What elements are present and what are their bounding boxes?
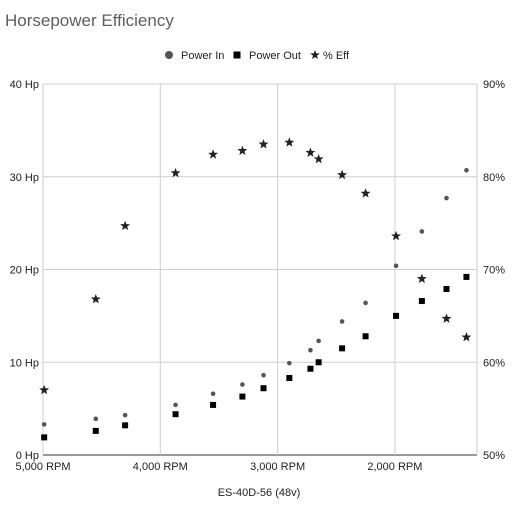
power-in-point [419, 229, 425, 234]
power-in-point [444, 195, 449, 201]
eff-point [313, 153, 324, 164]
power-out-point [362, 333, 369, 340]
power-in-point [316, 338, 321, 344]
power-out-point [463, 273, 470, 280]
power-in-point [287, 360, 292, 366]
left-tick-label: 30 Hp [10, 172, 39, 184]
power-in-point [339, 319, 345, 324]
right-tick-label: 50% [483, 450, 505, 462]
left-axis-ticks: 0 Hp 10 Hp 20 Hp 30 Hp 40 Hp [10, 79, 39, 462]
power-out-point [122, 422, 129, 429]
right-tick-label: 60% [483, 357, 505, 369]
eff-point [461, 332, 472, 342]
legend-marker [165, 51, 173, 59]
right-tick-label: 90% [483, 79, 505, 91]
power-out-point [172, 411, 179, 418]
power-in-point [173, 402, 178, 408]
legend-label: % Eff [323, 50, 350, 62]
x-tick-label: 4,000 RPM [133, 461, 188, 473]
power-in-point [308, 347, 313, 353]
eff-point [305, 147, 316, 157]
data-marks [39, 137, 472, 441]
legend-label: Power Out [249, 50, 301, 62]
series-square [41, 273, 470, 441]
series-star [39, 137, 472, 395]
power-in-point [93, 416, 99, 422]
left-tick-label: 40 Hp [10, 79, 39, 91]
power-out-point [443, 285, 450, 292]
power-out-point [92, 427, 99, 434]
gridlines [42, 83, 478, 456]
eff-point [170, 167, 181, 178]
power-in-point [41, 422, 47, 427]
power-in-point [122, 412, 128, 418]
eff-point [416, 273, 427, 283]
eff-point [441, 313, 452, 323]
power-out-point [210, 401, 217, 408]
power-in-point [210, 391, 216, 397]
eff-point [90, 293, 101, 304]
power-out-point [339, 345, 346, 352]
left-tick-label: 20 Hp [10, 265, 39, 277]
power-in-point [240, 382, 245, 387]
power-in-point [261, 372, 266, 378]
power-out-point [41, 434, 48, 441]
power-in-point [464, 167, 469, 173]
power-out-point [239, 393, 246, 400]
x-tick-label: 2,000 RPM [367, 461, 422, 473]
right-tick-label: 70% [483, 265, 505, 277]
left-tick-label: 0 Hp [16, 450, 39, 462]
power-out-point [307, 365, 314, 372]
x-axis-label: ES-40D-56 (48v) [218, 487, 301, 499]
power-out-point [393, 312, 400, 319]
eff-point [391, 230, 402, 241]
x-tick-label: 3,000 RPM [250, 461, 305, 473]
power-out-point [315, 359, 322, 366]
power-out-point [260, 385, 267, 392]
series-circle [41, 167, 469, 427]
eff-point [208, 149, 219, 159]
power-in-point [393, 263, 399, 269]
eff-point [237, 145, 248, 155]
x-axis-ticks: 5,000 RPM 4,000 RPM 3,000 RPM 2,000 RPM [15, 461, 422, 473]
legend-marker [310, 50, 320, 60]
right-axis-ticks: 50% 60% 70% 80% 90% [483, 79, 505, 462]
eff-point [284, 137, 295, 147]
right-tick-label: 80% [483, 172, 505, 184]
eff-point [120, 220, 131, 231]
legend: Power In Power Out % Eff [165, 50, 350, 62]
power-out-point [286, 375, 293, 382]
eff-point [39, 384, 50, 395]
legend-label: Power In [181, 50, 224, 62]
left-tick-label: 10 Hp [10, 357, 39, 369]
eff-point [337, 169, 348, 180]
legend-marker [233, 51, 241, 59]
x-tick-label: 5,000 RPM [15, 461, 70, 473]
power-out-point [418, 298, 425, 305]
chart-title: Horsepower Efficiency [5, 11, 174, 30]
power-in-point [363, 300, 368, 306]
eff-point [360, 188, 371, 198]
eff-point [258, 139, 269, 149]
